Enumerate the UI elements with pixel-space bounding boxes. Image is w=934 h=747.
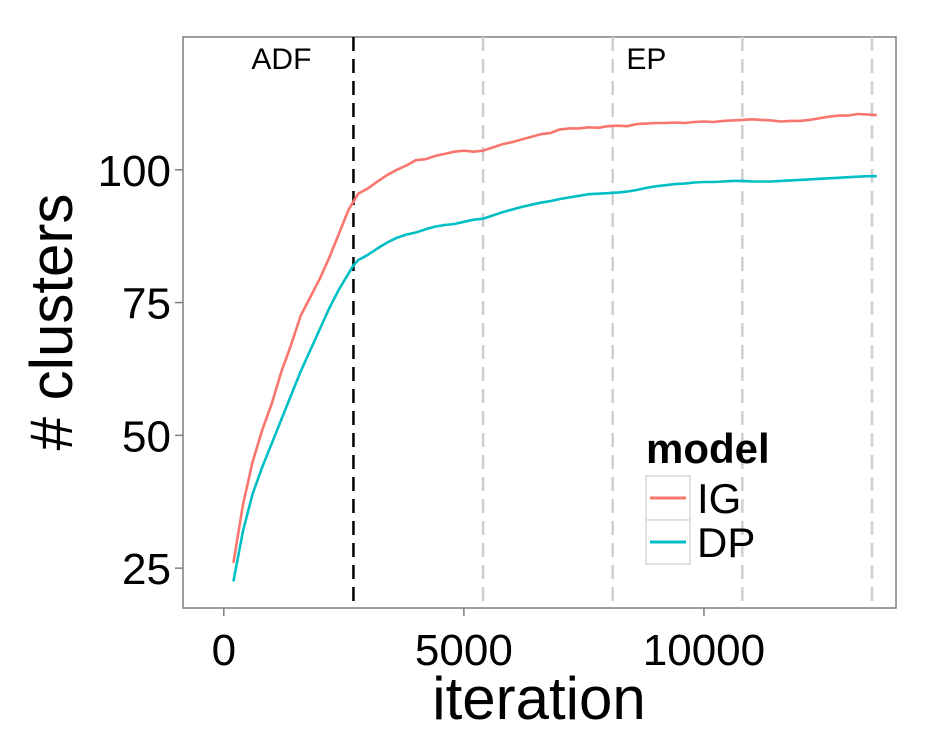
y-tick-label-25: 25 [122,545,171,594]
legend-item-ig: IG [645,475,741,522]
legend: model IG DP [645,425,770,566]
y-axis-title: # clusters [18,194,85,451]
x-tick-label-5000: 5000 [415,626,513,675]
series-lines [232,112,877,582]
legend-label-ig: IG [697,475,741,522]
annotation-adf: ADF [251,43,311,76]
legend-item-dp: DP [645,519,755,566]
series-line-ig [232,112,877,564]
x-tick-label-10000: 10000 [643,626,765,675]
annotation-ep: EP [626,43,666,76]
x-axis-title: iteration [432,665,645,732]
y-tick-label-50: 50 [122,412,171,461]
x-tick-label-0: 0 [212,626,236,675]
y-tick-label-100: 100 [98,147,171,196]
axis-ticks: 25 50 75 100 0 5000 10000 [98,147,766,675]
y-tick-label-75: 75 [122,280,171,329]
annotations: ADF EP [251,43,666,76]
legend-label-dp: DP [697,519,755,566]
legend-title: model [646,425,770,472]
vertical-reference-lines [352,37,874,608]
series-line-dp [232,174,877,582]
panel-background [182,36,897,609]
